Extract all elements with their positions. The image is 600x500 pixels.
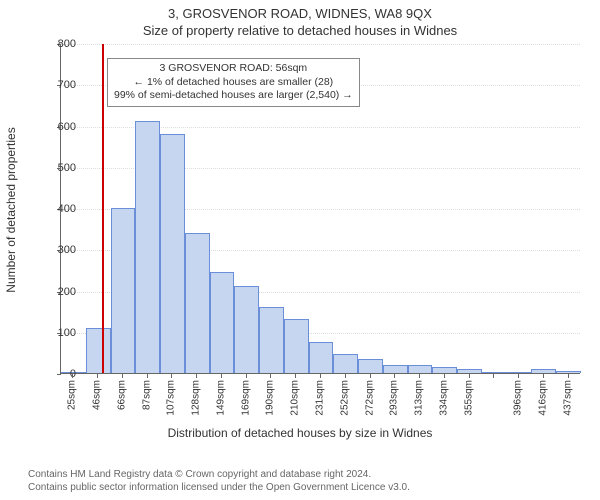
y-tick-label: 200 (40, 286, 76, 298)
histogram-bar (234, 286, 259, 373)
histogram-bar (457, 369, 482, 373)
x-tick-label: 293sqm (389, 380, 400, 416)
histogram-bar (358, 359, 383, 373)
x-tick-label: 46sqm (92, 380, 103, 410)
subject-marker-line (102, 44, 104, 373)
footer-line1: Contains HM Land Registry data © Crown c… (28, 468, 410, 481)
x-tick-label: 231sqm (315, 380, 326, 416)
x-tick-label: 87sqm (141, 380, 152, 410)
histogram-bar (185, 233, 210, 373)
y-tick-label: 300 (40, 244, 76, 256)
histogram-bar (408, 365, 433, 373)
histogram-bar (111, 208, 136, 373)
y-tick-label: 600 (40, 121, 76, 133)
histogram-bar (309, 342, 334, 373)
x-axis-label: Distribution of detached houses by size … (0, 426, 600, 440)
gridline (61, 44, 580, 45)
histogram-bar (556, 371, 581, 373)
x-tick-label: 272sqm (364, 380, 375, 416)
histogram-bar (432, 367, 457, 373)
x-tick-label: 396sqm (513, 380, 524, 416)
x-tick-label: 416sqm (537, 380, 548, 416)
histogram-bar (160, 134, 185, 373)
y-tick-label: 700 (40, 79, 76, 91)
footer-line2: Contains public sector information licen… (28, 481, 410, 494)
x-tick-label: 334sqm (438, 380, 449, 416)
footer-attribution: Contains HM Land Registry data © Crown c… (28, 468, 410, 494)
y-tick-label: 0 (40, 368, 76, 380)
histogram-bar (284, 319, 309, 373)
histogram-bar (135, 121, 160, 373)
x-tick-label: 190sqm (265, 380, 276, 416)
x-tick-label: 128sqm (191, 380, 202, 416)
annotation-line2: ← 1% of detached houses are smaller (28) (114, 76, 353, 90)
x-tick-label: 355sqm (463, 380, 474, 416)
x-tick-label: 210sqm (290, 380, 301, 416)
chart-container: 3, GROSVENOR ROAD, WIDNES, WA8 9QX Size … (0, 0, 600, 500)
annotation-line1: 3 GROSVENOR ROAD: 56sqm (114, 62, 353, 76)
histogram-bar (383, 365, 408, 373)
y-tick-label: 100 (40, 327, 76, 339)
x-tick-label: 25sqm (67, 380, 78, 410)
histogram-bar (333, 354, 358, 373)
x-tick-label: 107sqm (166, 380, 177, 416)
histogram-bar (507, 372, 532, 373)
histogram-bar (86, 328, 111, 373)
x-tick-label: 169sqm (240, 380, 251, 416)
x-tick-label: 313sqm (414, 380, 425, 416)
histogram-bar (531, 369, 556, 373)
chart-title-subtitle: Size of property relative to detached ho… (0, 21, 600, 40)
x-tick-label: 66sqm (116, 380, 127, 410)
histogram-bar (210, 272, 235, 373)
y-tick-label: 800 (40, 38, 76, 50)
annotation-line3: 99% of semi-detached houses are larger (… (114, 89, 353, 103)
y-axis-label: Number of detached properties (4, 127, 18, 292)
y-tick-label: 500 (40, 162, 76, 174)
histogram-bar (259, 307, 284, 373)
chart-title-address: 3, GROSVENOR ROAD, WIDNES, WA8 9QX (0, 0, 600, 21)
annotation-box: 3 GROSVENOR ROAD: 56sqm ← 1% of detached… (107, 58, 360, 107)
histogram-bar (482, 372, 507, 373)
x-tick-label: 252sqm (339, 380, 350, 416)
y-tick-label: 400 (40, 203, 76, 215)
plot-area: 3 GROSVENOR ROAD: 56sqm ← 1% of detached… (60, 44, 580, 374)
x-tick-label: 437sqm (562, 380, 573, 416)
x-tick-label: 149sqm (215, 380, 226, 416)
